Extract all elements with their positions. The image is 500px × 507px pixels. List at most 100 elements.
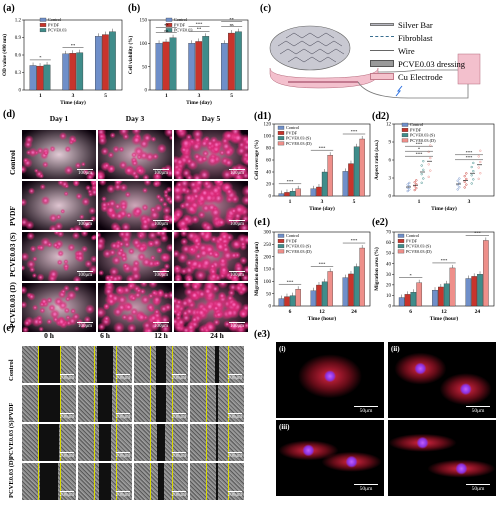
legend-label: PCVE0.03 dressing xyxy=(398,58,466,69)
scratch-image: 200μm xyxy=(190,424,244,461)
x-tick-label: 6 xyxy=(289,309,292,315)
wound-edge-line xyxy=(93,346,95,383)
bar xyxy=(348,273,354,307)
legend-fibroblast: Fibroblast xyxy=(370,31,498,44)
bar xyxy=(449,267,456,307)
scale-bar: 200μm xyxy=(228,413,242,420)
scale-bar-label: 100μm xyxy=(77,273,93,278)
bar xyxy=(29,65,37,91)
wound-edge-line xyxy=(116,346,118,383)
scale-bar: 200μm xyxy=(116,452,130,459)
fluorescence-image: 100μm xyxy=(98,181,172,230)
panel-label-e3: (e3) xyxy=(254,329,271,340)
scatter-point xyxy=(463,180,466,183)
scratch-image: 200μm xyxy=(22,463,76,500)
significance-label: * xyxy=(418,146,421,151)
legend-swatch xyxy=(277,131,285,135)
scale-bar-label: 200μm xyxy=(171,454,186,459)
bar xyxy=(278,193,285,197)
bar xyxy=(195,41,203,91)
scale-bar: 200μm xyxy=(228,452,242,459)
silver-bar-icon xyxy=(370,23,394,26)
wound-edge-line xyxy=(228,346,230,383)
scale-bar-label: 200μm xyxy=(171,376,186,381)
legend-swatch xyxy=(277,125,285,130)
scatter-point xyxy=(408,181,411,185)
scale-bar-label: 200μm xyxy=(115,376,130,381)
legend-label: PCVE0.03 (S) xyxy=(410,133,435,138)
wire-2 xyxy=(357,81,469,99)
scale-bar-line xyxy=(229,322,245,323)
wound-edge-line xyxy=(116,463,118,500)
bar xyxy=(443,283,450,307)
wound-gap xyxy=(96,346,114,383)
x-tick-label: 6 xyxy=(409,309,412,315)
scale-bar-label: 50μm xyxy=(471,408,485,414)
y-tick-label: 150 xyxy=(140,19,148,24)
scale-bar-line xyxy=(171,491,186,492)
scale-bar: 50μm xyxy=(354,484,378,492)
panel-label-d: (d) xyxy=(3,109,16,120)
scatter-point xyxy=(465,177,468,181)
significance-label: * xyxy=(410,273,413,278)
scatter-point xyxy=(456,183,459,187)
wound-edge-line xyxy=(60,463,62,500)
scatter-point xyxy=(420,173,423,176)
y-tick-label: 1.2 xyxy=(15,19,22,24)
bar xyxy=(348,163,354,197)
column-label: Day 5 xyxy=(201,114,221,123)
lightning-icon xyxy=(395,85,403,97)
bar xyxy=(416,282,423,307)
scale-bar-line xyxy=(115,413,130,414)
significance-label: ** xyxy=(164,23,169,28)
row-label: PVDF xyxy=(8,206,17,226)
wound-gap xyxy=(38,385,60,422)
y-tick-label: 0 xyxy=(389,195,392,200)
dressing-icon xyxy=(370,60,394,67)
bar xyxy=(221,43,228,91)
scale-bar: 200μm xyxy=(172,452,186,459)
scratch-image: 200μm xyxy=(134,424,188,461)
scale-bar-label: 200μm xyxy=(59,454,74,459)
bar xyxy=(69,53,77,91)
wound-edge-line xyxy=(228,424,230,461)
x-axis-label: Time (day) xyxy=(431,205,457,212)
column-label: 6 h xyxy=(100,331,110,340)
fluorescence-image: 100μm xyxy=(22,232,96,281)
column-label: 24 h xyxy=(210,331,224,340)
scratch-image: 200μm xyxy=(22,346,76,383)
electrode-icon xyxy=(370,73,394,80)
bar xyxy=(278,298,285,307)
legend-swatch xyxy=(401,122,409,127)
x-tick-label: 3 xyxy=(468,199,471,205)
legend-label: PCVE0.03 (D) xyxy=(406,249,432,254)
x-axis-label: Time (day) xyxy=(60,99,86,106)
significance-label: *** xyxy=(474,231,482,236)
x-tick-label: 1 xyxy=(289,199,292,205)
y-tick-label: 0.6 xyxy=(15,54,22,59)
scatter-point xyxy=(429,169,432,172)
x-tick-label: 12 xyxy=(441,309,447,315)
scatter-point xyxy=(406,183,409,186)
y-tick-label: 0 xyxy=(269,305,272,310)
scale-bar-label: 200μm xyxy=(227,493,242,498)
bar xyxy=(310,188,317,197)
bar xyxy=(289,295,296,307)
x-axis-label: Time (day) xyxy=(186,99,212,106)
y-tick-label: 150 xyxy=(264,268,272,273)
wound-edge-line xyxy=(205,424,207,461)
dressing-disc xyxy=(269,25,351,71)
scale-bar: 100μm xyxy=(77,220,93,227)
column-label: 0 h xyxy=(44,331,54,340)
scatter-point xyxy=(479,160,482,164)
wound-edge-line xyxy=(116,424,118,461)
scatter-point xyxy=(456,179,459,182)
scale-bar-label: 200μm xyxy=(227,376,242,381)
significance-label: *** xyxy=(287,279,295,284)
y-tick-label: 30 xyxy=(386,273,392,278)
scatter-point xyxy=(477,155,480,158)
scale-bar-line xyxy=(77,322,93,323)
legend-label: PVDF xyxy=(174,22,186,27)
scale-bar-line xyxy=(171,452,186,453)
scale-bar-line xyxy=(171,374,186,375)
